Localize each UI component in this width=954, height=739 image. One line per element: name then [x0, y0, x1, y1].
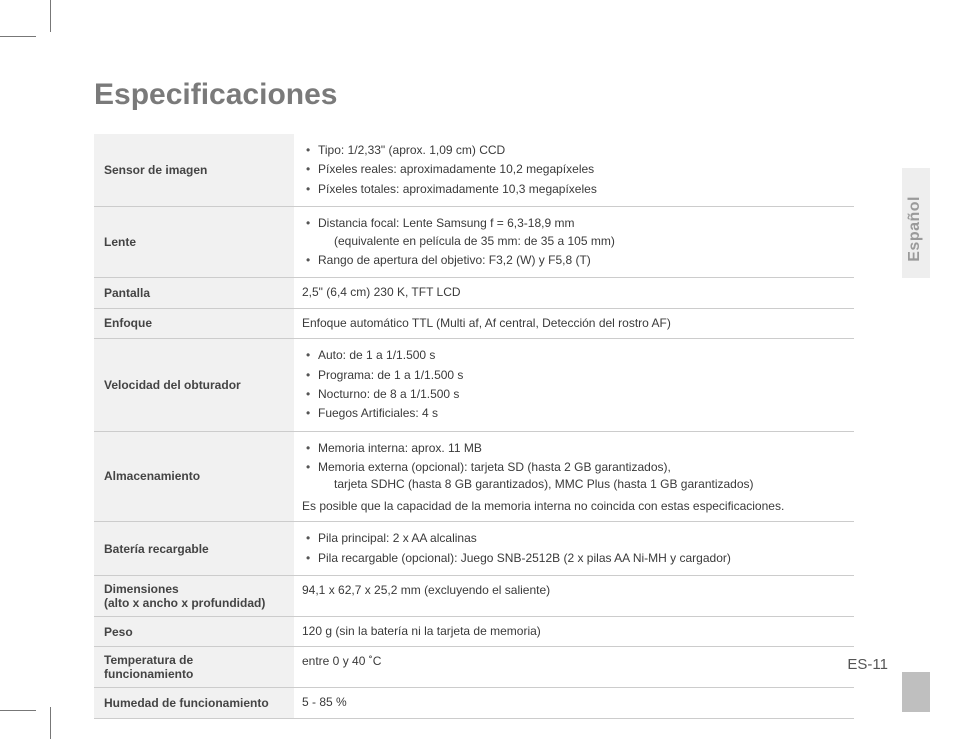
- row-value: Auto: de 1 a 1/1.500 s Programa: de 1 a …: [294, 339, 854, 432]
- row-value: Enfoque automático TTL (Multi af, Af cen…: [294, 308, 854, 338]
- row-label-line2: (alto x ancho x profundidad): [104, 596, 284, 610]
- row-value: Memoria interna: aprox. 11 MB Memoria ex…: [294, 431, 854, 522]
- list-item: Memoria externa (opcional): tarjeta SD (…: [302, 459, 846, 494]
- table-row: Almacenamiento Memoria interna: aprox. 1…: [94, 431, 854, 522]
- list-item: Memoria interna: aprox. 11 MB: [302, 440, 846, 457]
- list-item: Tipo: 1/2,33" (aprox. 1,09 cm) CCD: [302, 142, 846, 159]
- row-label: Peso: [94, 617, 294, 647]
- table-row: Humedad de funcionamiento 5 - 85 %: [94, 688, 854, 718]
- list-item-text: Memoria externa (opcional): tarjeta SD (…: [318, 460, 671, 474]
- list-item-subline: (equivalente en película de 35 mm: de 35…: [318, 233, 846, 250]
- row-value: Pila principal: 2 x AA alcalinas Pila re…: [294, 522, 854, 576]
- table-row: Pantalla 2,5" (6,4 cm) 230 K, TFT LCD: [94, 278, 854, 308]
- table-row: Batería recargable Pila principal: 2 x A…: [94, 522, 854, 576]
- row-label: Lente: [94, 207, 294, 278]
- specifications-table: Sensor de imagen Tipo: 1/2,33" (aprox. 1…: [94, 134, 854, 719]
- row-label: Dimensiones (alto x ancho x profundidad): [94, 576, 294, 617]
- list-item: Distancia focal: Lente Samsung f = 6,3-1…: [302, 215, 846, 250]
- table-row: Lente Distancia focal: Lente Samsung f =…: [94, 207, 854, 278]
- row-label: Enfoque: [94, 308, 294, 338]
- row-value: 94,1 x 62,7 x 25,2 mm (excluyendo el sal…: [294, 576, 854, 617]
- row-label: Temperatura de funcionamiento: [94, 647, 294, 688]
- row-label-line1: Dimensiones: [104, 582, 284, 596]
- table-row: Temperatura de funcionamiento entre 0 y …: [94, 647, 854, 688]
- table-row: Velocidad del obturador Auto: de 1 a 1/1…: [94, 339, 854, 432]
- language-tab-label: Español: [906, 196, 924, 262]
- row-value: 2,5" (6,4 cm) 230 K, TFT LCD: [294, 278, 854, 308]
- table-row: Sensor de imagen Tipo: 1/2,33" (aprox. 1…: [94, 134, 854, 207]
- row-value: Distancia focal: Lente Samsung f = 6,3-1…: [294, 207, 854, 278]
- row-label: Batería recargable: [94, 522, 294, 576]
- table-row: Peso 120 g (sin la batería ni la tarjeta…: [94, 617, 854, 647]
- list-item: Auto: de 1 a 1/1.500 s: [302, 347, 846, 364]
- crop-mark: [0, 36, 36, 37]
- list-item: Nocturno: de 8 a 1/1.500 s: [302, 386, 846, 403]
- crop-mark: [50, 707, 51, 739]
- row-label: Pantalla: [94, 278, 294, 308]
- row-value: 120 g (sin la batería ni la tarjeta de m…: [294, 617, 854, 647]
- storage-note: Es posible que la capacidad de la memori…: [302, 498, 846, 515]
- list-item-subline: tarjeta SDHC (hasta 8 GB garantizados), …: [318, 476, 846, 493]
- row-label: Sensor de imagen: [94, 134, 294, 207]
- list-item: Fuegos Artificiales: 4 s: [302, 405, 846, 422]
- row-value: Tipo: 1/2,33" (aprox. 1,09 cm) CCD Píxel…: [294, 134, 854, 207]
- row-label: Almacenamiento: [94, 431, 294, 522]
- thumb-tab: [902, 672, 930, 712]
- page-content: Especificaciones Sensor de imagen Tipo: …: [94, 78, 854, 719]
- table-row: Dimensiones (alto x ancho x profundidad)…: [94, 576, 854, 617]
- crop-mark: [50, 0, 51, 32]
- row-value: entre 0 y 40 ˚C: [294, 647, 854, 688]
- list-item: Píxeles reales: aproximadamente 10,2 meg…: [302, 161, 846, 178]
- row-label: Humedad de funcionamiento: [94, 688, 294, 718]
- list-item: Rango de apertura del objetivo: F3,2 (W)…: [302, 252, 846, 269]
- row-label: Velocidad del obturador: [94, 339, 294, 432]
- table-row: Enfoque Enfoque automático TTL (Multi af…: [94, 308, 854, 338]
- crop-mark: [0, 710, 36, 711]
- list-item: Pila principal: 2 x AA alcalinas: [302, 530, 846, 547]
- list-item: Programa: de 1 a 1/1.500 s: [302, 367, 846, 384]
- page-number: ES-11: [847, 656, 888, 673]
- list-item: Píxeles totales: aproximadamente 10,3 me…: [302, 181, 846, 198]
- row-value: 5 - 85 %: [294, 688, 854, 718]
- list-item-text: Distancia focal: Lente Samsung f = 6,3-1…: [318, 216, 574, 230]
- list-item: Pila recargable (opcional): Juego SNB-25…: [302, 550, 846, 567]
- page-title: Especificaciones: [94, 78, 854, 112]
